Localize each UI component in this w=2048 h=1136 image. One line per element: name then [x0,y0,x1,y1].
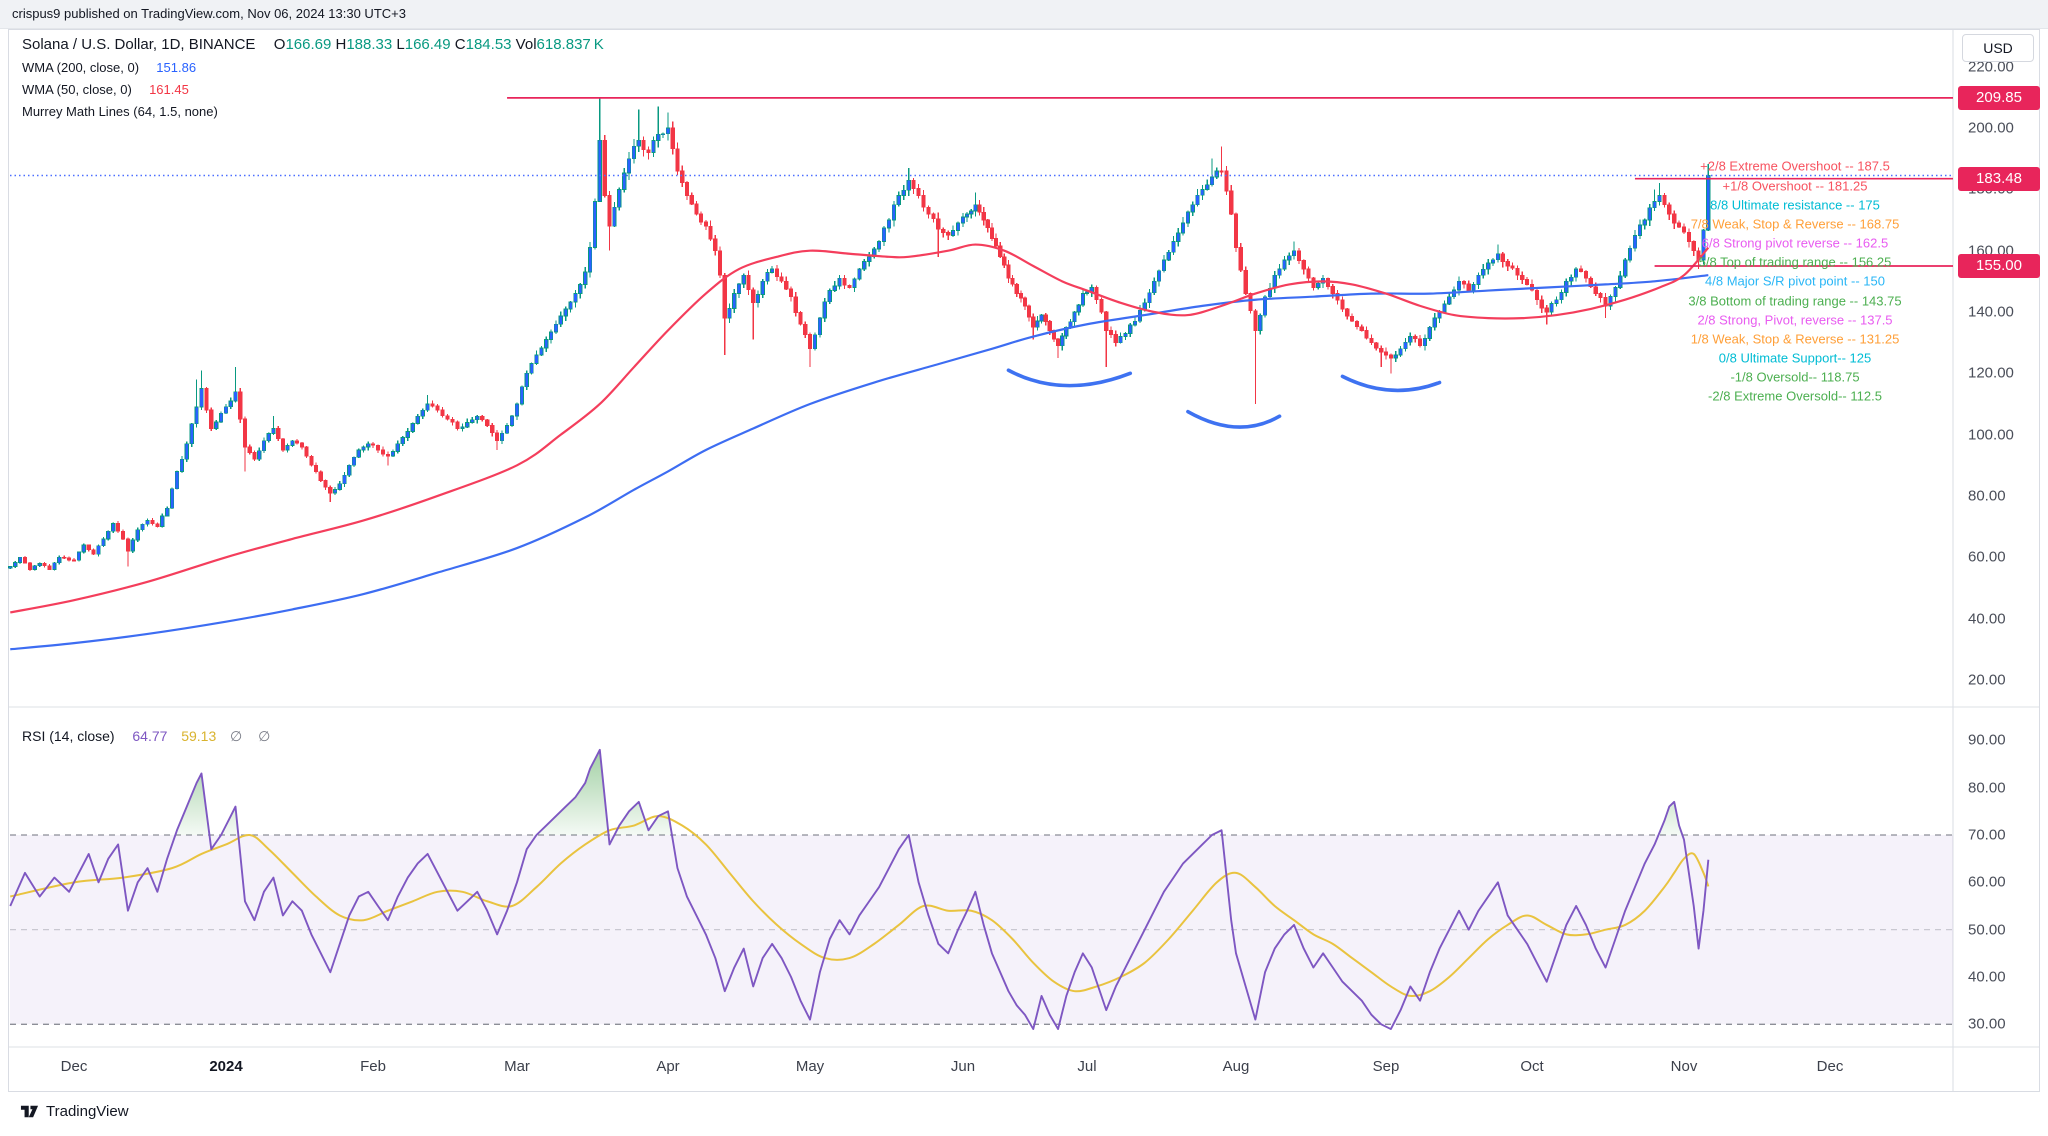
ohlc-field-label: C [454,36,466,53]
wma200-value: 151.86 [156,60,197,75]
ohlc-field-label: H [335,36,347,53]
wma50-value: 161.45 [149,82,189,97]
rsi-label: RSI (14, close) [22,728,115,744]
ohlc-field-label: O [273,36,286,53]
ohlc-field-value: 184.53 [465,36,516,53]
support-arc-1 [1006,368,1133,388]
rsi-legend-row[interactable]: RSI (14, close) 64.77 59.13 ∅ ∅ [22,728,276,745]
ohlc-field-value: 166.69 [285,36,336,53]
wma-50-line [10,243,1710,614]
rsi-hidden-band-markers: ∅ ∅ [230,728,277,744]
symbol-legend-row[interactable]: Solana / U.S. Dollar, 1D, BINANCE O166.6… [22,36,604,53]
tradingview-logo-icon [20,1105,39,1118]
rsi-signal-line [10,815,1710,998]
chart-legend: Solana / U.S. Dollar, 1D, BINANCE O166.6… [22,36,604,126]
symbol-title: Solana / U.S. Dollar, 1D, BINANCE [22,36,256,53]
tradingview-logo-text: TradingView [46,1103,129,1120]
ohlc-field-value: 618.837 K [536,36,604,53]
murrey-legend-row[interactable]: Murrey Math Lines (64, 1.5, none) [22,104,604,119]
ohlc-field-value: 188.33 [346,36,397,53]
ohlc-field-label: Vol [515,36,537,53]
rsi-overbought-fill [1658,801,1683,835]
ohlc-values: O166.69 H188.33 L166.49 C184.53 Vol618.8… [274,36,604,53]
rsi-overbought-fill [175,773,210,835]
rsi-line [9,748,1710,1030]
candlestick-series [8,97,1711,571]
support-arc-3 [1340,374,1442,393]
rsi-overbought-fill [536,749,609,835]
wma-200-line [10,274,1709,651]
rsi-value: 64.77 [132,728,168,744]
wma50-label: WMA (50, close, 0) [22,82,132,97]
tradingview-watermark[interactable]: TradingView [20,1102,129,1121]
wma200-label: WMA (200, close, 0) [22,60,140,75]
wma50-legend-row[interactable]: WMA (50, close, 0) 161.45 [22,82,604,97]
publish-info-bar: crispus9 published on TradingView.com, N… [0,0,2048,29]
rsi-band [10,835,1953,1025]
murrey-label: Murrey Math Lines (64, 1.5, none) [22,104,218,119]
wma200-legend-row[interactable]: WMA (200, close, 0) 151.86 [22,60,604,75]
support-arc-2 [1186,409,1282,429]
currency-toggle-button[interactable]: USD [1962,34,2034,62]
chart-frame [8,29,2040,1092]
rsi-signal-value: 59.13 [181,728,217,744]
ohlc-field-label: L [396,36,405,53]
ohlc-field-value: 166.49 [404,36,455,53]
publish-info-text: crispus9 published on TradingView.com, N… [12,6,406,21]
